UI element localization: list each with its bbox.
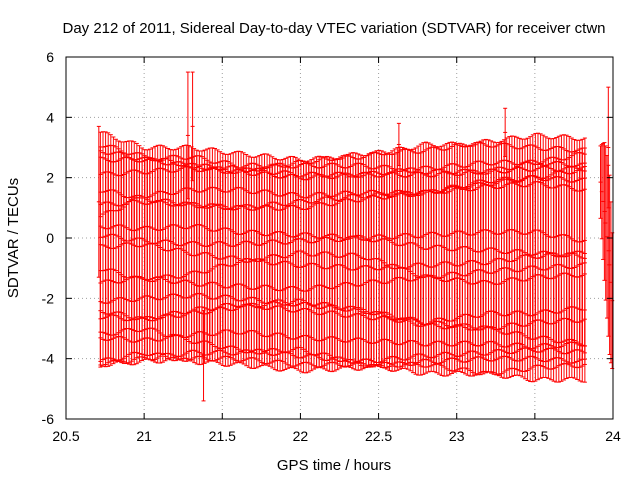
- grid: [66, 57, 613, 419]
- chart-title: Day 212 of 2011, Sidereal Day-to-day VTE…: [63, 20, 606, 37]
- data-layer: [96, 71, 615, 402]
